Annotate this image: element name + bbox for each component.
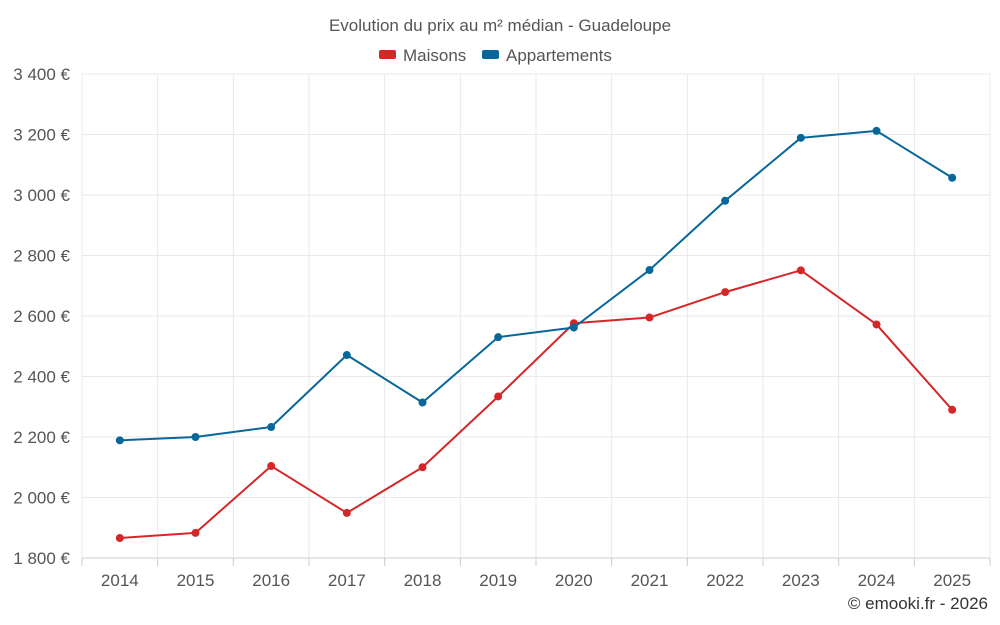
x-tick-label: 2022 bbox=[706, 571, 744, 590]
chart-title: Evolution du prix au m² médian - Guadelo… bbox=[329, 16, 671, 35]
data-point-maisons[interactable] bbox=[418, 463, 427, 472]
x-tick-label: 2021 bbox=[631, 571, 669, 590]
data-point-appartements[interactable] bbox=[494, 333, 503, 342]
data-point-maisons[interactable] bbox=[342, 508, 351, 517]
x-tick-label: 2024 bbox=[858, 571, 896, 590]
x-tick-label: 2020 bbox=[555, 571, 593, 590]
series-line-maisons bbox=[119, 269, 953, 540]
y-tick-label: 1 800 € bbox=[13, 549, 70, 568]
x-tick-label: 2018 bbox=[404, 571, 442, 590]
data-point-appartements[interactable] bbox=[796, 133, 805, 142]
x-tick-label: 2014 bbox=[101, 571, 139, 590]
legend-swatch-appartements bbox=[482, 50, 499, 59]
y-tick-label: 2 400 € bbox=[13, 368, 70, 387]
data-point-appartements[interactable] bbox=[342, 351, 351, 360]
data-point-appartements[interactable] bbox=[418, 398, 427, 407]
data-point-maisons[interactable] bbox=[191, 528, 200, 537]
x-tick-label: 2019 bbox=[479, 571, 517, 590]
y-axis: 1 800 € 2 000 € 2 200 € 2 400 € 2 600 € 2 800… bbox=[13, 65, 70, 568]
data-point-maisons[interactable] bbox=[721, 288, 730, 297]
data-point-appartements[interactable] bbox=[721, 196, 730, 205]
x-tick-label: 2016 bbox=[252, 571, 290, 590]
legend: Maisons Appartements bbox=[379, 46, 612, 65]
data-point-appartements[interactable] bbox=[569, 323, 578, 332]
x-tick-label: 2025 bbox=[933, 571, 971, 590]
series-line-appartements bbox=[119, 129, 953, 442]
x-tick-label: 2015 bbox=[177, 571, 215, 590]
data-point-maisons[interactable] bbox=[115, 534, 124, 543]
data-point-appartements[interactable] bbox=[948, 173, 957, 182]
y-tick-label: 3 200 € bbox=[13, 126, 70, 145]
data-point-appartements[interactable] bbox=[645, 266, 654, 275]
credit-label: © emooki.fr - 2026 bbox=[848, 594, 988, 613]
legend-swatch-maisons bbox=[379, 50, 396, 59]
x-tick-label: 2023 bbox=[782, 571, 820, 590]
data-point-maisons[interactable] bbox=[872, 320, 881, 329]
y-tick-label: 3 400 € bbox=[13, 65, 70, 84]
data-point-maisons[interactable] bbox=[494, 392, 503, 401]
data-point-maisons[interactable] bbox=[645, 313, 654, 322]
legend-label-appartements[interactable]: Appartements bbox=[506, 46, 612, 65]
legend-label-maisons[interactable]: Maisons bbox=[403, 46, 466, 65]
y-tick-label: 2 200 € bbox=[13, 428, 70, 447]
y-tick-label: 2 800 € bbox=[13, 247, 70, 266]
x-tick-label: 2017 bbox=[328, 571, 366, 590]
data-point-maisons[interactable] bbox=[267, 462, 276, 471]
data-point-appartements[interactable] bbox=[115, 436, 124, 445]
data-point-appartements[interactable] bbox=[267, 423, 276, 432]
data-point-appartements[interactable] bbox=[191, 433, 200, 441]
y-tick-label: 2 000 € bbox=[13, 489, 70, 508]
data-point-maisons[interactable] bbox=[796, 266, 805, 275]
grid bbox=[81, 73, 991, 559]
y-tick-label: 2 600 € bbox=[13, 307, 70, 326]
data-point-appartements[interactable] bbox=[872, 126, 881, 135]
x-axis: 2014 2015 2016 2017 2018 2019 2020 2021 2022 2023… bbox=[81, 557, 991, 590]
y-tick-label: 3 000 € bbox=[13, 186, 70, 205]
series bbox=[115, 126, 957, 543]
data-point-maisons[interactable] bbox=[948, 405, 957, 414]
